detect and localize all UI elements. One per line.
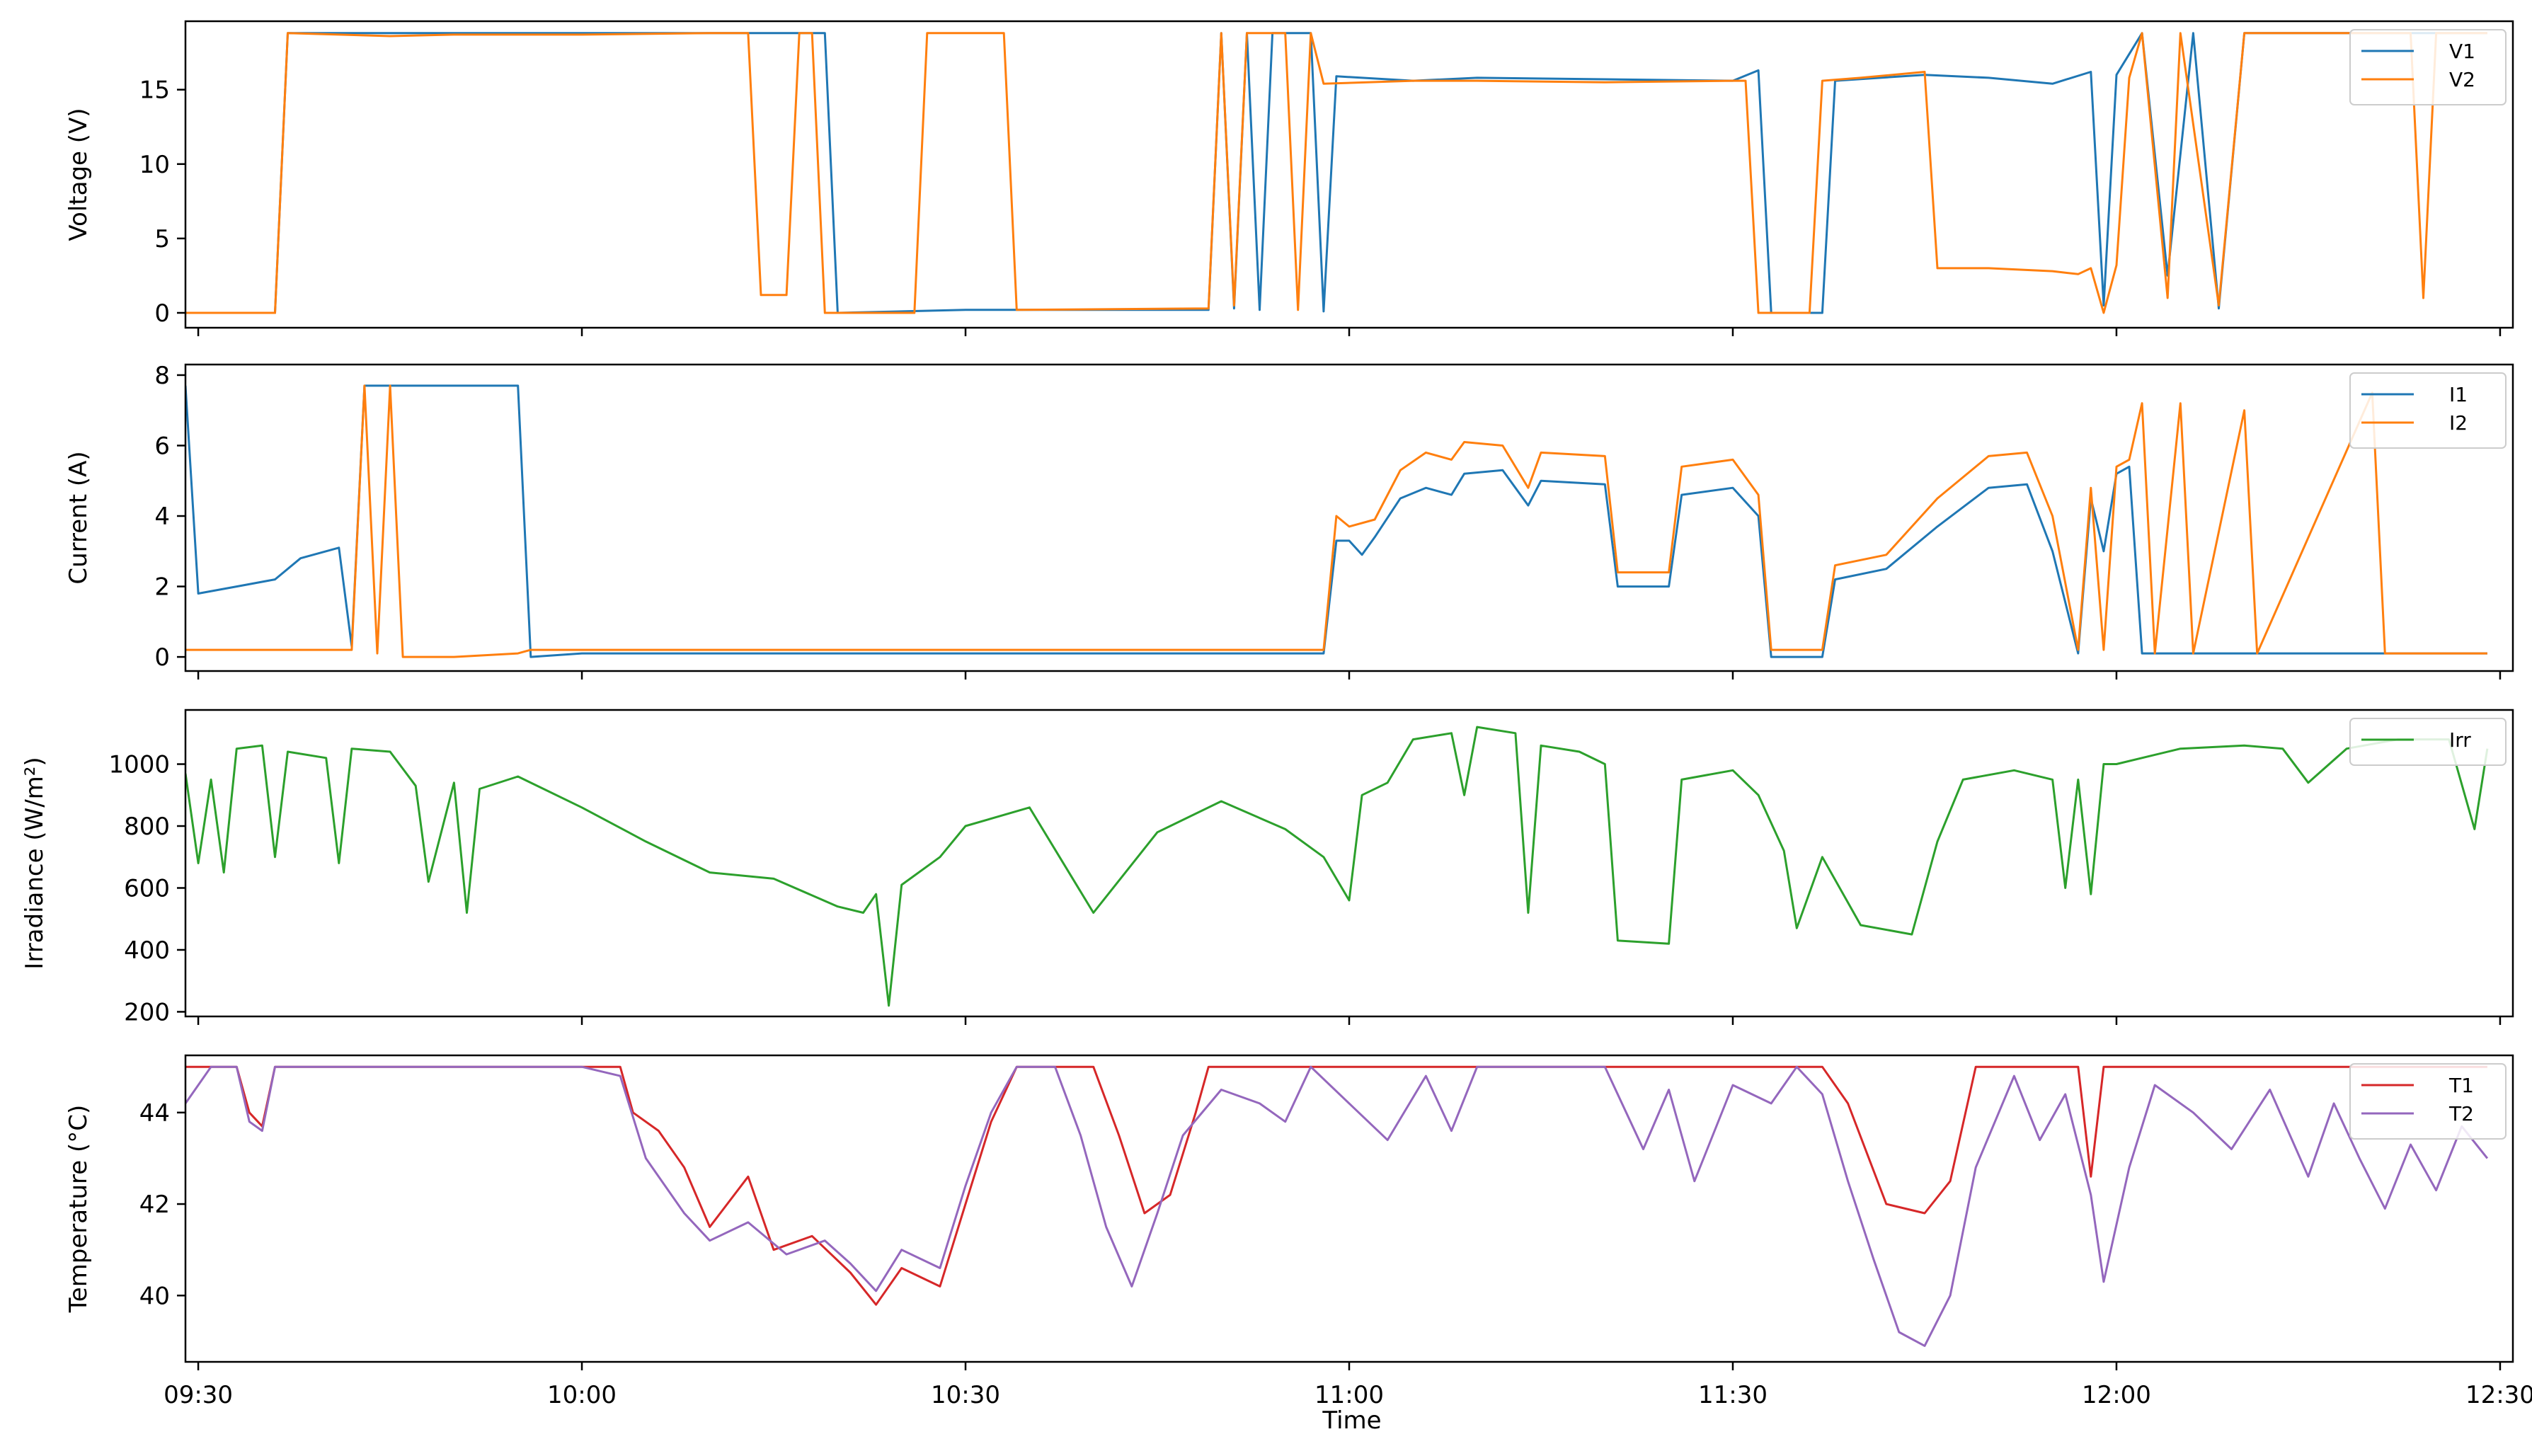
series-line-v2 xyxy=(185,32,2487,314)
y-axis-label: Current (A) xyxy=(64,451,93,584)
y-tick-label: 44 xyxy=(139,1099,170,1128)
legend-entry: T1 xyxy=(2448,1074,2474,1097)
y-tick-label: 5 xyxy=(154,225,170,253)
legend: Irr xyxy=(2349,718,2507,766)
panel-3: 200 400 600 800 1000 Irradiance (W/m²) Irr xyxy=(21,709,2514,1026)
y-tick-label: 200 xyxy=(124,998,170,1026)
y-tick-label: 15 xyxy=(139,76,170,105)
series-line-i1 xyxy=(185,384,2487,658)
y-tick-label: 40 xyxy=(139,1282,170,1310)
x-tick-label: 12:30 xyxy=(2465,1381,2532,1409)
y-tick-label: 4 xyxy=(154,503,170,531)
y-tick-label: 2 xyxy=(154,573,170,602)
legend-entry: T2 xyxy=(2448,1102,2474,1125)
x-tick-label: 09:30 xyxy=(164,1381,233,1409)
legend-entry: I2 xyxy=(2449,411,2468,435)
legend-entry: I1 xyxy=(2449,383,2468,406)
y-tick-label: 400 xyxy=(124,936,170,965)
y-axis-label: Temperature (°C) xyxy=(64,1105,93,1313)
x-axis-label: Time xyxy=(1322,1406,1381,1435)
legend-box xyxy=(2349,718,2507,766)
y-axis-label: Irradiance (W/m²) xyxy=(21,757,49,969)
legend-entry: Irr xyxy=(2449,728,2471,752)
series-line-i2 xyxy=(185,384,2487,658)
y-tick-label: 8 xyxy=(154,362,170,390)
series-line-irr xyxy=(185,726,2489,1007)
x-tick-label: 12:00 xyxy=(2082,1381,2151,1409)
legend-box xyxy=(2349,29,2507,105)
x-tick-label: 11:30 xyxy=(1698,1381,1768,1409)
y-axis-label: Voltage (V) xyxy=(64,108,93,241)
y-tick-label: 0 xyxy=(154,643,170,672)
y-tick-label: 6 xyxy=(154,432,170,460)
y-tick-label: 0 xyxy=(154,299,170,328)
y-tick-label: 10 xyxy=(139,151,170,179)
y-tick-label: 800 xyxy=(124,813,170,841)
series-line-t1 xyxy=(185,1065,2487,1306)
legend-box xyxy=(2349,372,2507,449)
legend-box xyxy=(2349,1063,2507,1140)
x-tick-label: 10:30 xyxy=(931,1381,1000,1409)
y-tick-label: 1000 xyxy=(108,751,170,779)
y-tick-label: 42 xyxy=(139,1191,170,1219)
series-line-t2 xyxy=(185,1065,2489,1347)
y-tick-label: 600 xyxy=(124,874,170,902)
x-tick-label: 10:00 xyxy=(547,1381,617,1409)
legend-entry: V1 xyxy=(2449,40,2475,63)
legend-entry: V2 xyxy=(2449,68,2475,91)
x-tick-label: 11:00 xyxy=(1314,1381,1384,1409)
